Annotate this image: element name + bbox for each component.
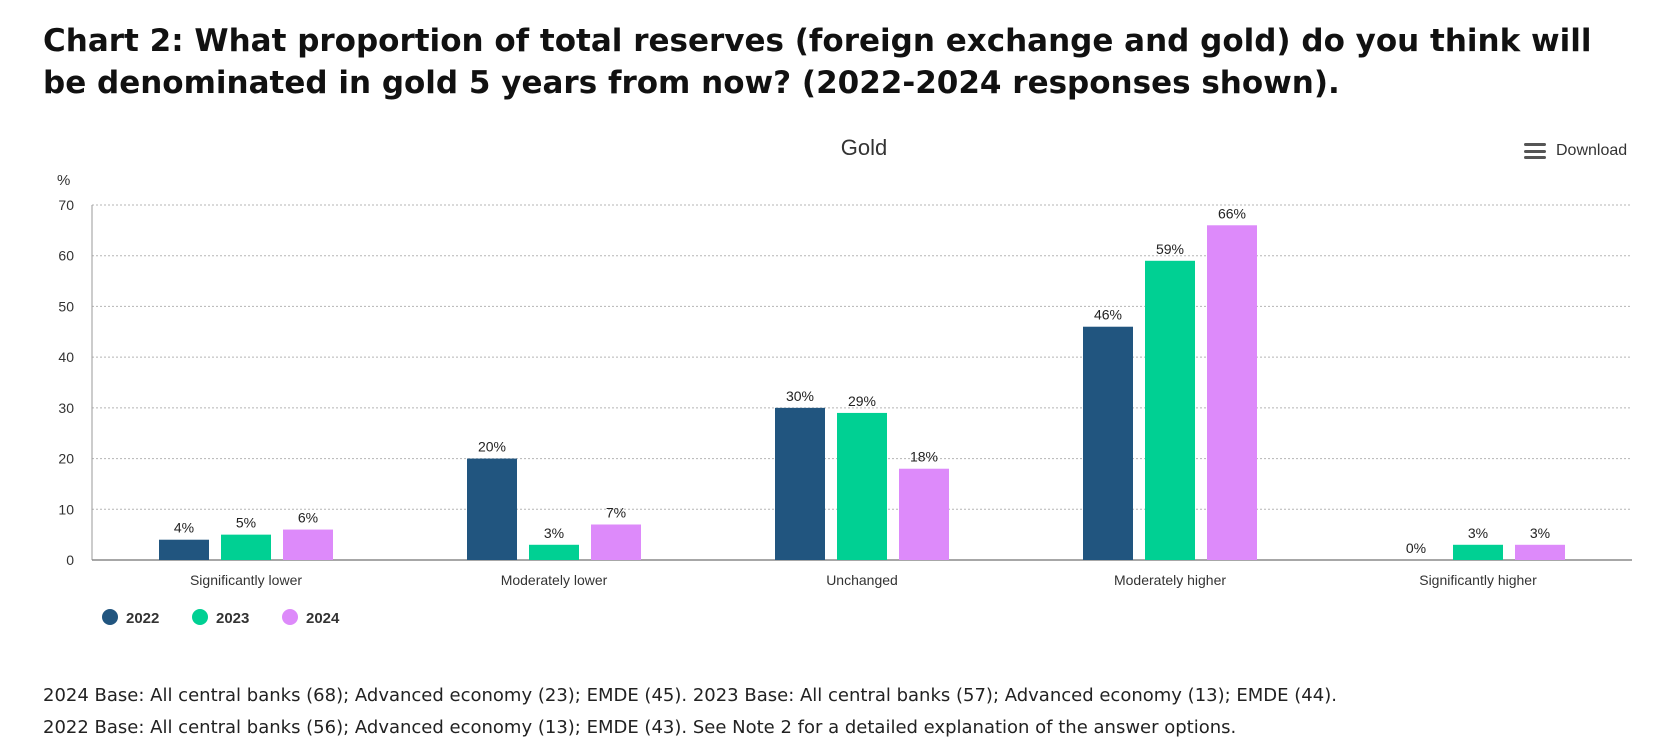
chart-title: Gold (841, 135, 887, 160)
menu-icon (1524, 143, 1546, 159)
y-tick-label: 60 (58, 248, 74, 264)
x-tick-label: Significantly lower (190, 572, 302, 588)
data-label: 4% (174, 520, 194, 536)
bar-2022 (775, 407, 825, 560)
x-tick-label: Moderately higher (1114, 572, 1226, 588)
note-line: 2022 Base: All central banks (56); Advan… (43, 717, 1237, 738)
y-tick-label: 0 (66, 552, 74, 568)
data-label: 7% (606, 505, 626, 521)
data-label: 29% (848, 393, 876, 409)
y-tick-label: 40 (58, 349, 74, 365)
data-label: 5% (236, 515, 256, 531)
x-tick-label: Moderately lower (501, 572, 608, 588)
data-label: 0% (1406, 540, 1426, 556)
x-tick-label: Unchanged (826, 572, 898, 588)
data-label: 66% (1218, 205, 1246, 221)
data-label: 18% (910, 449, 938, 465)
data-label: 59% (1156, 241, 1184, 257)
note-line: 2024 Base: All central banks (68); Advan… (43, 685, 1337, 706)
data-label: 3% (1530, 525, 1550, 541)
bar-2023 (1145, 260, 1195, 560)
bar-2024 (283, 529, 333, 560)
bar-2024 (591, 524, 641, 560)
legend-marker-2022 (102, 609, 118, 625)
bar-2022 (1083, 326, 1133, 560)
bar-2022 (159, 539, 209, 560)
chart-heading: Chart 2: What proportion of total reserv… (43, 23, 1592, 101)
legend-label: 2022 (126, 610, 159, 627)
data-label: 30% (786, 388, 814, 404)
y-tick-label: 30 (58, 400, 74, 416)
legend-marker-2023 (192, 609, 208, 625)
bar-2023 (221, 534, 271, 560)
y-tick-label: 10 (58, 501, 74, 517)
x-tick-label: Significantly higher (1419, 572, 1537, 588)
bar-2024 (1207, 225, 1257, 560)
bar-2023 (837, 412, 887, 560)
y-tick-label: 70 (58, 197, 74, 213)
bar-2023 (1453, 544, 1503, 560)
data-label: 20% (478, 439, 506, 455)
data-label: 3% (1468, 525, 1488, 541)
legend-label: 2023 (216, 610, 249, 627)
legend-label: 2024 (306, 610, 340, 627)
y-tick-label: 50 (58, 298, 74, 314)
chart-notes: 2024 Base: All central banks (68); Advan… (43, 680, 1623, 744)
legend-marker-2024 (282, 609, 298, 625)
y-axis-unit-label: % (57, 172, 70, 189)
bar-2023 (529, 544, 579, 560)
y-tick-label: 20 (58, 451, 74, 467)
data-label: 46% (1094, 307, 1122, 323)
download-label: Download (1556, 142, 1628, 159)
data-label: 3% (544, 525, 564, 541)
data-label: 6% (298, 510, 318, 526)
download-button[interactable]: Download (1524, 142, 1627, 160)
bar-2024 (899, 468, 949, 560)
bar-chart: Gold% 0 10 20 30 40 50 60 70 4% 5% 6% Significantly … (57, 135, 1632, 627)
bar-2024 (1515, 544, 1565, 560)
bar-2022 (467, 458, 517, 560)
